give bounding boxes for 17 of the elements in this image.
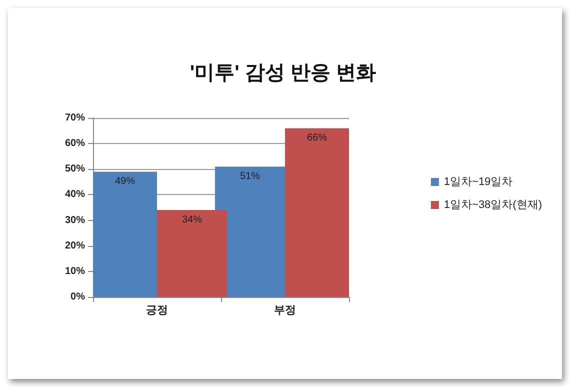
data-label: 66% <box>306 132 328 144</box>
y-tick-label: 50% <box>64 164 86 175</box>
legend-label: 1일차~38일차(현재) <box>444 199 542 211</box>
y-tick-label: 0% <box>70 292 86 302</box>
y-tick-label: 30% <box>64 214 86 226</box>
chart-title: '미투' 감성 반응 변화 <box>190 62 376 84</box>
data-label: 34% <box>182 214 202 226</box>
y-tick-label: 20% <box>64 240 86 252</box>
legend-label: 1일차~19일차 <box>444 176 513 188</box>
data-label: 51% <box>240 171 260 182</box>
y-tick-label: 10% <box>64 266 86 277</box>
data-label: 49% <box>114 176 136 188</box>
x-tick-label: 부정 <box>274 304 296 316</box>
x-tick-label: 긍정 <box>146 304 168 316</box>
y-tick-label: 70% <box>64 112 86 124</box>
y-tick-label: 60% <box>64 138 86 150</box>
y-tick-label: 40% <box>64 189 86 200</box>
